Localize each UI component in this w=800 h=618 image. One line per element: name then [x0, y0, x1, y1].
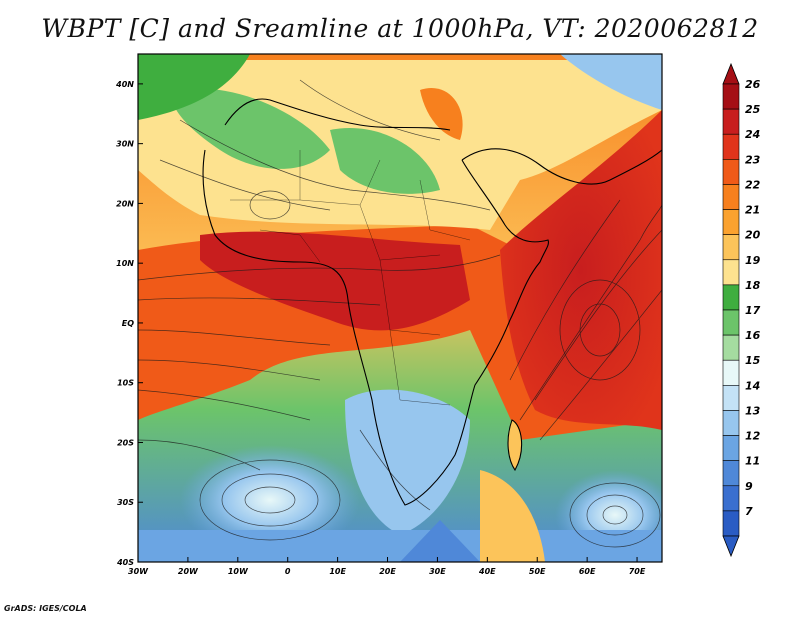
- colorbar-segment: [722, 334, 740, 361]
- colorbar-segment: [722, 309, 740, 336]
- colorbar-segment: [722, 284, 740, 311]
- colorbar-label: 25: [745, 103, 761, 116]
- colorbar-segment: [722, 234, 740, 261]
- colorbar: 26 25 24 23 22 21 20 19 18 17 16 15 14 13 12 11 9 7: [722, 62, 761, 558]
- colorbar-label: 22: [745, 178, 761, 191]
- colorbar-label: 17: [745, 304, 761, 317]
- longitude-axis: 30W 20W 10W 0 10E 20E 30E 40E 50E 60E 70E: [128, 557, 646, 576]
- colorbar-label: 23: [745, 153, 761, 166]
- colorbar-label: 7: [745, 505, 753, 518]
- colorbar-label: 20: [745, 229, 761, 242]
- lon-tick-label: 10E: [329, 567, 346, 576]
- colorbar-segment: [722, 108, 740, 135]
- country-borders: [230, 150, 471, 406]
- lon-tick-label: 10W: [228, 567, 249, 576]
- lat-tick-label: EQ: [122, 319, 134, 328]
- streamlines: [138, 79, 662, 548]
- colorbar-label: 13: [745, 404, 761, 417]
- colorbar-segment: [722, 460, 740, 487]
- lat-tick-label: 20S: [117, 438, 134, 447]
- colorbar-label: 19: [745, 254, 761, 267]
- colorbar-label: 9: [745, 480, 753, 493]
- colorbar-bottom-arrow: [722, 535, 740, 558]
- lon-tick-label: 20W: [178, 567, 199, 576]
- lon-tick-label: 0: [285, 567, 291, 576]
- lon-tick-label: 40E: [478, 567, 496, 576]
- colorbar-segment: [722, 259, 740, 286]
- colorbar-segment: [722, 184, 740, 210]
- colorbar-label: 24: [745, 128, 760, 141]
- lon-tick-label: 70E: [629, 567, 646, 576]
- colorbar-segment: [722, 359, 740, 386]
- figure-title: WBPT [C] and Sreamline at 1000hPa, VT: 2…: [41, 14, 759, 43]
- colorbar-label: 14: [745, 379, 760, 392]
- colorbar-segment: [722, 385, 740, 411]
- lat-tick-label: 10N: [116, 259, 134, 268]
- colorbar-top-arrow: [722, 62, 740, 85]
- colorbar-segment: [722, 510, 740, 537]
- colorbar-segment: [722, 485, 740, 512]
- latitude-axis: 40N 30N 20N 10N EQ 10S 20S 30S 40S: [115, 80, 143, 567]
- colorbar-segment: [722, 410, 740, 436]
- temperature-field: [138, 54, 662, 562]
- map-frame: [137, 53, 663, 563]
- lat-tick-label: 20N: [116, 199, 134, 208]
- colorbar-segment: [722, 133, 740, 160]
- lon-tick-label: 30W: [128, 567, 149, 576]
- colorbar-segment: [722, 209, 740, 235]
- lat-tick-label: 30S: [117, 498, 134, 507]
- lat-tick-label: 30N: [116, 140, 134, 149]
- lon-tick-label: 20E: [379, 567, 396, 576]
- colorbar-segment: [722, 159, 740, 185]
- coastlines: [202, 98, 662, 506]
- lon-tick-label: 30E: [429, 567, 446, 576]
- colorbar-label: 16: [745, 329, 761, 342]
- lat-tick-label: 40N: [115, 80, 134, 89]
- colorbar-label: 12: [745, 430, 761, 443]
- colorbar-label: 21: [745, 204, 760, 217]
- lat-tick-label: 10S: [117, 379, 134, 388]
- lat-tick-label: 40S: [116, 558, 134, 567]
- colorbar-label: 11: [745, 455, 760, 468]
- colorbar-label: 26: [745, 78, 761, 91]
- colorbar-segment: [722, 435, 740, 461]
- grads-credit: GrADS: IGES/COLA: [4, 604, 87, 613]
- colorbar-segment: [722, 83, 740, 110]
- lon-tick-label: 50E: [529, 567, 546, 576]
- lon-tick-label: 60E: [579, 567, 596, 576]
- colorbar-label: 15: [745, 354, 761, 367]
- colorbar-label: 18: [745, 279, 761, 292]
